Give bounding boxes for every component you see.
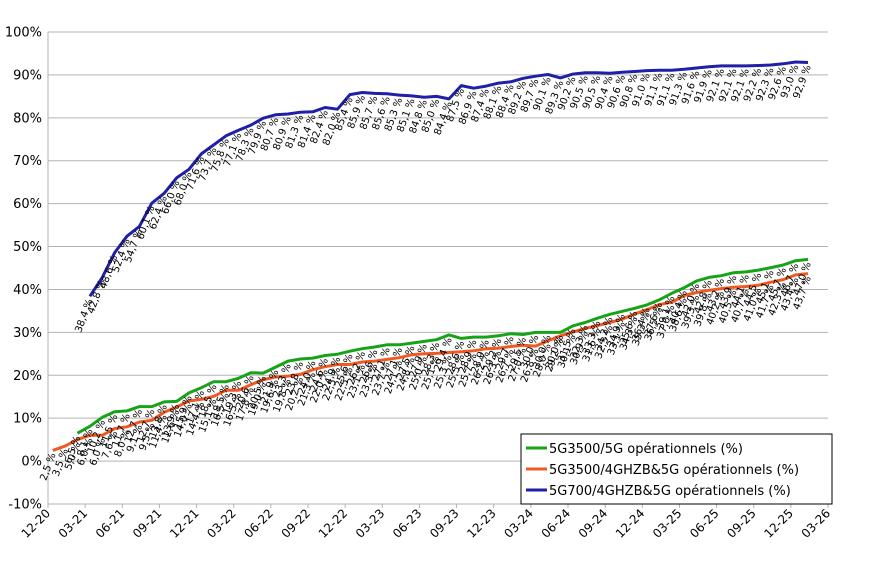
legend-label: 5G700/4GHZB&5G opérationnels (%) bbox=[549, 484, 791, 499]
x-tick-label: 12-21 bbox=[167, 506, 202, 541]
y-tick-label: 10% bbox=[13, 412, 42, 427]
y-tick-label: 70% bbox=[13, 154, 42, 169]
x-tick-label: 06-24 bbox=[539, 506, 574, 541]
legend-label: 5G3500/5G opérationnels (%) bbox=[549, 442, 743, 457]
x-tick-label: 09-25 bbox=[724, 506, 759, 541]
x-tick-label: 03-24 bbox=[501, 506, 536, 541]
y-tick-label: 50% bbox=[13, 240, 42, 255]
x-tick-label: 12-24 bbox=[613, 506, 648, 541]
grid-lines bbox=[48, 31, 828, 505]
legend-box bbox=[520, 433, 833, 505]
y-tick-label: 0% bbox=[21, 455, 42, 470]
x-tick-label: 03-21 bbox=[56, 506, 91, 541]
x-tick-label: 09-23 bbox=[427, 506, 462, 541]
x-tick-label: 06-22 bbox=[241, 506, 276, 541]
x-tick-label: 06-21 bbox=[93, 506, 128, 541]
y-tick-label: 40% bbox=[13, 283, 42, 298]
series-group bbox=[52, 60, 809, 452]
y-tick-label: -10% bbox=[8, 498, 42, 513]
y-axis: -10% 0% 10% 20% 30% 40% 50% 60% 70% 80% 90% 100% bbox=[5, 26, 49, 513]
x-tick-label: 09-22 bbox=[279, 506, 314, 541]
x-tick-label: 09-24 bbox=[576, 506, 611, 541]
x-tick-label: 06-25 bbox=[687, 506, 722, 541]
x-tick-label: 12-25 bbox=[761, 506, 796, 541]
x-tick-label: 03-26 bbox=[799, 506, 834, 541]
x-axis: 12-20 03-21 06-21 09-21 12-21 03-22 06-22 09-22… bbox=[19, 503, 834, 541]
x-tick-label: 12-23 bbox=[464, 506, 499, 541]
legend: 5G3500/5G opérationnels (%) 5G3500/4GHZB&… bbox=[520, 433, 833, 505]
y-tick-label: 80% bbox=[13, 111, 42, 126]
y-tick-label: 60% bbox=[13, 197, 42, 212]
series-line-3 bbox=[88, 60, 809, 298]
y-tick-label: 20% bbox=[13, 369, 42, 384]
x-tick-label: 12-22 bbox=[316, 506, 351, 541]
x-tick-label: 03-22 bbox=[204, 506, 239, 541]
series-line-2 bbox=[52, 272, 809, 452]
x-tick-label: 06-23 bbox=[390, 506, 425, 541]
y-tick-label: 30% bbox=[13, 326, 42, 341]
data-labels: 6,5 %8,1 %10,2 %11,5 %11,7 %12,7 %12,7 %… bbox=[38, 63, 813, 482]
legend-label: 5G3500/4GHZB&5G opérationnels (%) bbox=[549, 463, 799, 478]
x-tick-label: 03-25 bbox=[650, 506, 685, 541]
y-tick-label: 100% bbox=[5, 26, 42, 41]
series-line-1 bbox=[76, 257, 809, 435]
x-tick-label: 09-21 bbox=[130, 506, 165, 541]
x-tick-label: 03-23 bbox=[353, 506, 388, 541]
y-tick-label: 90% bbox=[13, 68, 42, 83]
